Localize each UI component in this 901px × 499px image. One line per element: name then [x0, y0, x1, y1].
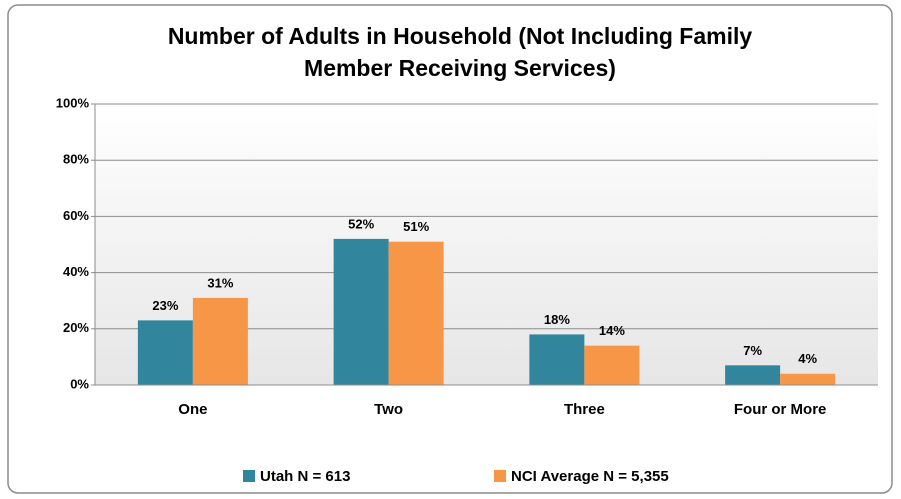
x-tick-label: One: [178, 401, 207, 418]
data-label: 23%: [152, 298, 178, 313]
bar: [137, 320, 193, 385]
x-tick-label: Two: [374, 401, 403, 418]
y-tick-label: 0%: [70, 376, 89, 391]
bar: [333, 238, 389, 385]
bar: [780, 373, 836, 385]
legend-swatch: [243, 470, 255, 482]
y-tick-label: 60%: [63, 208, 89, 223]
bar: [388, 241, 444, 385]
bar: [529, 334, 585, 385]
data-label: 4%: [798, 351, 817, 366]
legend-label: Utah N = 613: [260, 468, 350, 485]
title-line: Member Receiving Services): [304, 55, 616, 81]
bar: [725, 365, 781, 385]
data-label: 18%: [544, 312, 570, 327]
y-tick-label: 100%: [56, 95, 90, 110]
data-label: 14%: [599, 323, 625, 338]
title-line: Number of Adults in Household (Not Inclu…: [168, 23, 753, 49]
chart-title: Number of Adults in Household (Not Inclu…: [168, 23, 753, 81]
data-label: 51%: [403, 219, 429, 234]
x-tick-label: Four or More: [734, 401, 827, 418]
data-label: 31%: [207, 275, 233, 290]
y-tick-label: 80%: [63, 152, 89, 167]
legend-swatch: [494, 470, 506, 482]
bar: [192, 297, 248, 385]
data-label: 52%: [348, 216, 374, 231]
data-label: 7%: [743, 343, 762, 358]
bar: [584, 345, 640, 385]
y-tick-label: 40%: [63, 264, 89, 279]
x-tick-label: Three: [564, 401, 605, 418]
y-tick-label: 20%: [63, 320, 89, 335]
legend-label: NCI Average N = 5,355: [511, 468, 669, 485]
